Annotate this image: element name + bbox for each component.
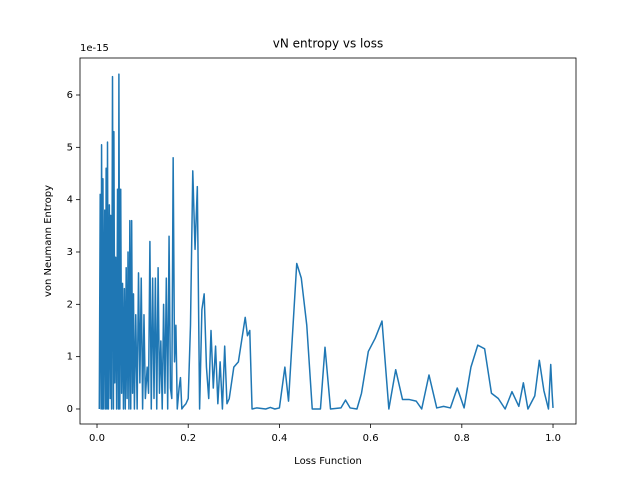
x-tick-label: 0.6 bbox=[363, 433, 379, 444]
y-axis-label: von Neumann Entropy bbox=[43, 185, 54, 297]
y-offset-label: 1e-15 bbox=[80, 43, 109, 54]
x-tick-label: 0.8 bbox=[454, 433, 470, 444]
x-tick-label: 0.4 bbox=[271, 433, 287, 444]
x-axis-label: Loss Function bbox=[294, 456, 362, 467]
x-tick-label: 0.2 bbox=[180, 433, 196, 444]
y-tick-label: 1 bbox=[67, 352, 73, 363]
y-tick-label: 5 bbox=[67, 142, 73, 153]
chart-title: vN entropy vs loss bbox=[273, 37, 383, 51]
y-tick-label: 6 bbox=[67, 90, 73, 101]
plot-area bbox=[98, 73, 554, 410]
axes-frame bbox=[79, 57, 577, 425]
y-tick-label: 0 bbox=[67, 404, 73, 415]
x-tick-label: 1.0 bbox=[545, 433, 561, 444]
y-tick-label: 2 bbox=[67, 299, 73, 310]
y-tick-label: 4 bbox=[67, 195, 73, 206]
line bbox=[98, 73, 554, 410]
y-tick-label: 3 bbox=[67, 247, 73, 258]
x-tick-label: 0.0 bbox=[89, 433, 105, 444]
